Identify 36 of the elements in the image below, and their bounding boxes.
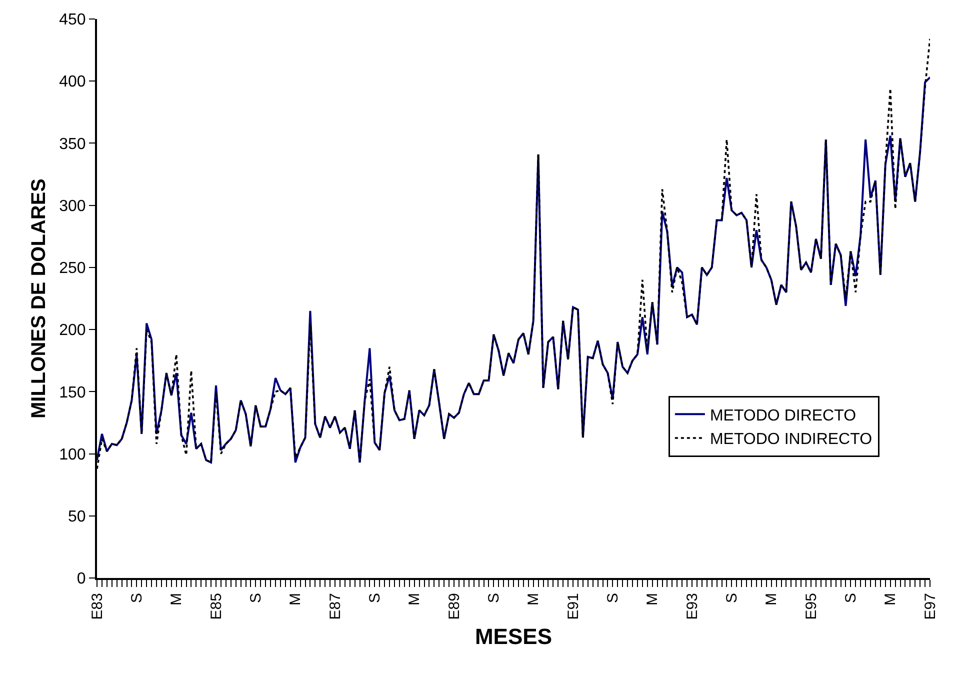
y-tick-label: 400 (59, 74, 86, 91)
x-tick-label: S (842, 593, 860, 604)
x-tick-label: M (525, 593, 542, 606)
y-axis-title: MILLONES DE DOLARES (28, 178, 50, 419)
y-tick-label: 350 (59, 136, 86, 153)
y-tick-label: 50 (68, 508, 86, 526)
y-tick-label: 250 (59, 260, 86, 278)
legend-label: METODO DIRECTO (710, 407, 856, 424)
x-tick-label: M (168, 593, 186, 606)
x-tick-label: E93 (684, 593, 701, 620)
y-tick-label: 450 (59, 12, 86, 29)
y-tick-label: 300 (59, 198, 86, 215)
x-tick-label: E95 (802, 593, 820, 620)
y-tick-label: 200 (59, 322, 86, 340)
y-tick-label: 100 (59, 446, 86, 464)
x-tick-label: E89 (446, 593, 463, 620)
x-tick-label: S (604, 593, 622, 604)
x-tick-label: M (882, 593, 900, 606)
x-axis-title: MESES (474, 624, 552, 650)
x-tick-label: M (406, 593, 424, 606)
x-tick-label: E83 (88, 593, 106, 620)
x-tick-label: E85 (208, 593, 225, 620)
x-tick-label: S (248, 593, 265, 604)
x-tick-label: S (128, 593, 146, 604)
x-tick-label: E97 (922, 593, 939, 620)
x-tick-label: E91 (564, 593, 582, 620)
legend-label: METODO INDIRECTO (710, 431, 872, 448)
x-tick-label: M (287, 593, 304, 606)
x-tick-label: E87 (326, 593, 344, 620)
x-tick-label: M (763, 593, 780, 606)
x-tick-label: M (644, 593, 662, 606)
y-tick-label: 150 (59, 384, 86, 402)
x-tick-label: S (724, 593, 741, 604)
y-tick-label: 0 (76, 570, 86, 588)
x-tick-label: S (486, 593, 503, 604)
x-tick-label: S (366, 593, 384, 604)
